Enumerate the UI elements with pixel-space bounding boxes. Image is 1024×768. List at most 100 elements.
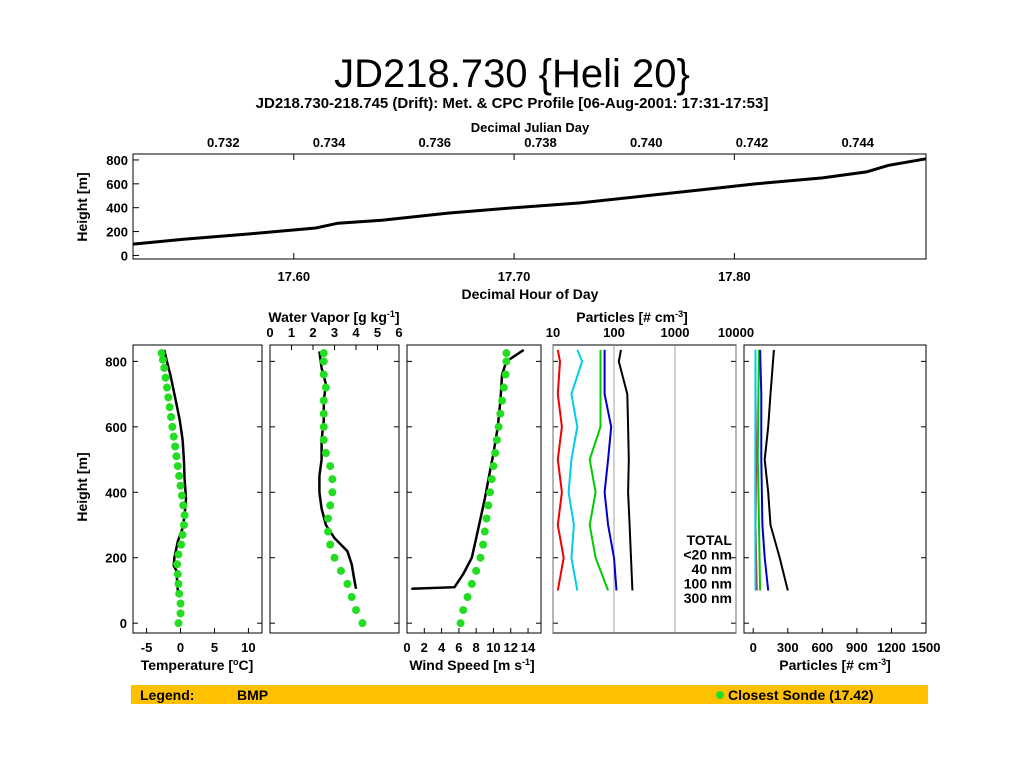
sonde-point xyxy=(174,619,183,628)
particles-label-part1: Particles [# cm xyxy=(779,657,878,673)
sonde-point xyxy=(164,393,173,402)
x-tick-label: 12 xyxy=(504,640,518,655)
panel-wind-speed: Wind Speed [m s-1] 0 2 4 6 8 10 12 14 xyxy=(403,344,542,673)
sonde-point xyxy=(487,475,496,484)
temperature-label-part1: Temperature [ xyxy=(141,657,234,673)
sonde-point xyxy=(324,514,333,523)
sonde-temperature-points xyxy=(157,349,189,628)
particle-lines xyxy=(754,349,789,591)
sonde-point xyxy=(485,488,494,497)
legend-series: BMP xyxy=(237,687,268,703)
water-vapor-label-part1: Water Vapor [g kg xyxy=(268,309,387,325)
sonde-point xyxy=(167,413,176,421)
ticks: 0 300 600 900 1200 1500 xyxy=(744,360,941,655)
sonde-point xyxy=(467,579,476,588)
sonde-point xyxy=(482,514,491,523)
particle-lines xyxy=(556,349,634,591)
sonde-point xyxy=(162,383,171,392)
sonde-point xyxy=(324,527,333,536)
x-tick-label: 1 xyxy=(288,325,295,340)
particles-label-part1: Particles [# cm xyxy=(576,309,675,325)
x-tick-label: 3 xyxy=(331,325,338,340)
sonde-point xyxy=(463,593,472,601)
x2-axis-label: Decimal Julian Day xyxy=(471,120,590,135)
sonde-point xyxy=(456,619,465,628)
slide-title: JD218.730 {Heli 20} xyxy=(334,52,690,96)
x-axis-label: Decimal Hour of Day xyxy=(462,286,599,302)
sonde-point xyxy=(358,619,367,628)
x-tick-label: 1500 xyxy=(912,640,941,655)
legend-entry: <20 nm xyxy=(683,547,732,563)
x-tick-label: 2 xyxy=(309,325,316,340)
sonde-point xyxy=(165,403,174,412)
sonde-point xyxy=(175,589,184,598)
particle-line xyxy=(756,349,762,591)
panel-frame xyxy=(743,344,927,634)
x-tick-label: 10 xyxy=(241,640,255,655)
sonde-point xyxy=(174,550,183,559)
sonde-point xyxy=(494,422,503,431)
sonde-point xyxy=(489,462,498,471)
sonde-point xyxy=(352,606,360,615)
sonde-point xyxy=(319,349,328,358)
sonde-point xyxy=(172,452,181,461)
sonde-point xyxy=(157,349,166,358)
sonde-point xyxy=(476,553,485,562)
sonde-point xyxy=(484,501,493,510)
x2-tick-label: 10000 xyxy=(718,325,754,340)
sonde-point xyxy=(174,579,183,588)
x-tick-label: 4 xyxy=(438,640,446,655)
sonde-point xyxy=(319,370,328,379)
particle-line xyxy=(588,349,610,591)
sonde-point xyxy=(319,422,328,431)
x-tick-label: 17.60 xyxy=(278,269,311,284)
wind-label-part2: ] xyxy=(530,657,535,673)
particle-line xyxy=(759,349,770,591)
sonde-water-vapor-points xyxy=(319,349,367,628)
ticks: 0 2 4 6 8 10 12 14 xyxy=(403,360,541,655)
sonde-point xyxy=(326,501,335,510)
sonde-point xyxy=(180,511,189,520)
sonde-point xyxy=(179,521,188,529)
sonde-point xyxy=(319,435,328,444)
sonde-point xyxy=(173,462,182,471)
x-tick-label: 0 xyxy=(266,325,273,340)
sonde-marker-icon xyxy=(716,691,724,699)
x2-tick-label: 0.738 xyxy=(524,135,557,150)
legend-background xyxy=(131,685,928,704)
sonde-point xyxy=(343,579,352,588)
y-tick-label: 0 xyxy=(120,616,127,631)
sonde-point xyxy=(319,409,328,418)
panel-time-height: Decimal Julian Day Decimal Hour of Day H… xyxy=(74,120,927,302)
legend-entry: TOTAL xyxy=(687,532,733,548)
x-tick-label: 0 xyxy=(750,640,757,655)
x-tick-label: 4 xyxy=(352,325,360,340)
x-tick-label: 6 xyxy=(455,640,462,655)
sonde-point xyxy=(502,357,511,366)
x2-tick-label: 0.742 xyxy=(736,135,769,150)
x-tick-label: 1200 xyxy=(877,640,906,655)
x2-axis-label: Particles [# cm-3] xyxy=(576,309,688,325)
x2-tick-label: 1000 xyxy=(661,325,690,340)
x2-axis-label: Water Vapor [g kg-1] xyxy=(268,309,399,325)
x-tick-label: 10 xyxy=(486,640,500,655)
sonde-point xyxy=(176,481,185,490)
water-vapor-label-part2: ] xyxy=(395,309,400,325)
sonde-point xyxy=(161,373,170,382)
x2-tick-label: 10 xyxy=(546,325,560,340)
legend-bar: Legend: BMP Closest Sonde (17.42) xyxy=(131,685,928,704)
panel-frame xyxy=(132,153,927,260)
legend-entry: 100 nm xyxy=(684,576,732,592)
sonde-point xyxy=(319,357,328,366)
x-tick-label: 900 xyxy=(846,640,868,655)
sonde-point xyxy=(160,363,169,372)
x-tick-label: 600 xyxy=(811,640,833,655)
sonde-point xyxy=(158,355,167,364)
y-tick-label: 400 xyxy=(106,201,128,216)
bmp-wind-speed-line xyxy=(411,348,525,591)
sonde-point xyxy=(326,462,335,471)
sonde-point xyxy=(176,599,185,608)
